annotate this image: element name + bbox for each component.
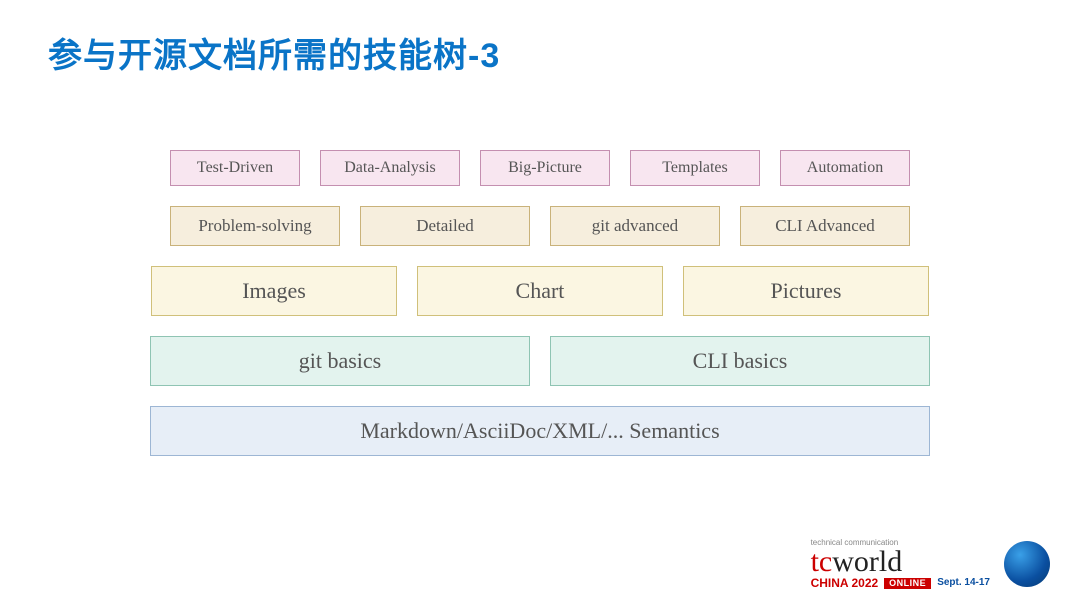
skill-box: Templates (630, 150, 760, 186)
brand-date: Sept. 14-17 (937, 578, 990, 588)
skill-row-2: Images Chart Pictures (150, 266, 930, 316)
skill-box: Big-Picture (480, 150, 610, 186)
brand-world: world (832, 545, 902, 578)
skill-box: Pictures (683, 266, 929, 316)
skill-box: CLI Advanced (740, 206, 910, 246)
skill-box: Chart (417, 266, 663, 316)
tcworld-logo: technical communication tcworld CHINA 20… (811, 539, 990, 589)
skill-tree: Test-Driven Data-Analysis Big-Picture Templ… (150, 150, 930, 456)
skill-row-4: Markdown/AsciiDoc/XML/... Semantics (150, 406, 930, 456)
skill-box: git advanced (550, 206, 720, 246)
skill-box: Test-Driven (170, 150, 300, 186)
page-title: 参与开源文档所需的技能树-3 (48, 28, 500, 77)
skill-box: Images (151, 266, 397, 316)
brand-china: CHINA 2022 (811, 577, 879, 589)
brand-tc: tc (811, 545, 833, 578)
skill-row-3: git basics CLI basics (150, 336, 930, 386)
globe-icon (1004, 541, 1050, 587)
brand-online-badge: ONLINE (884, 578, 931, 589)
skill-box: Problem-solving (170, 206, 340, 246)
skill-row-1: Problem-solving Detailed git advanced CLI A… (150, 206, 930, 246)
skill-box: Automation (780, 150, 910, 186)
skill-box: Detailed (360, 206, 530, 246)
footer-branding: technical communication tcworld CHINA 20… (811, 539, 1050, 589)
skill-row-0: Test-Driven Data-Analysis Big-Picture Templ… (150, 150, 930, 186)
skill-box: Data-Analysis (320, 150, 460, 186)
brand-main: tcworld (811, 547, 990, 577)
skill-box: Markdown/AsciiDoc/XML/... Semantics (150, 406, 930, 456)
skill-box: git basics (150, 336, 530, 386)
skill-box: CLI basics (550, 336, 930, 386)
